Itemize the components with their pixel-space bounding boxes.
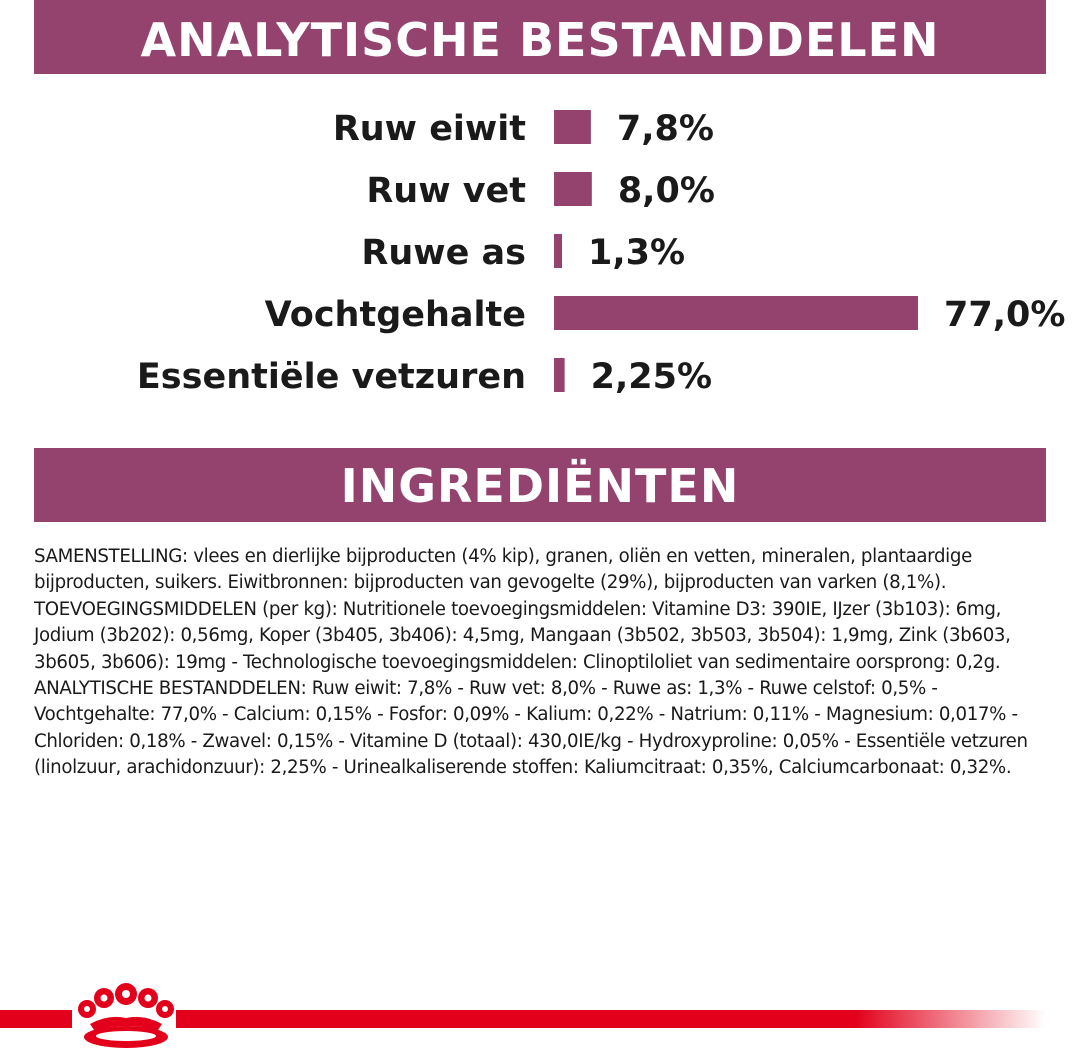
bar [554,296,918,330]
additives-paragraph: TOEVOEGINGSMIDDELEN (per kg): Nutritione… [34,598,1011,673]
category-label: Ruwe as [361,233,526,273]
footer-stripe-right [176,1010,1046,1028]
value-label: 77,0% [944,295,1065,335]
category-label: Essentiële vetzuren [137,357,526,397]
value-label: 8,0% [618,171,715,211]
category-label: Ruw vet [366,171,526,211]
composition-text: SAMENSTELLING: vlees en dierlijke bijpro… [34,544,1054,782]
value-label: 1,3% [588,233,685,273]
category-label: Ruw eiwit [333,109,526,149]
bar [554,110,591,144]
analytic-section-title: ANALYTISCHE BESTANDDELEN [34,0,1046,74]
footer-brand-bar [0,983,1046,1048]
crown-icon [78,983,174,1048]
category-label: Vochtgehalte [265,295,526,335]
bar [554,172,592,206]
footer-stripe-left [0,1010,72,1028]
bar [554,358,565,392]
bar [554,234,562,268]
ingredients-section-title: INGREDIËNTEN [34,448,1046,522]
composition-paragraph: SAMENSTELLING: vlees en dierlijke bijpro… [34,546,972,594]
nutrient-bar-chart: Ruw eiwit 7,8% Ruw vet 8,0% Ruwe as 1,3% Vocht… [137,109,1066,397]
value-label: 2,25% [591,357,712,397]
value-label: 7,8% [617,109,714,149]
analytic-paragraph: ANALYTISCHE BESTANDDELEN: Ruw eiwit: 7,8… [34,678,1028,779]
